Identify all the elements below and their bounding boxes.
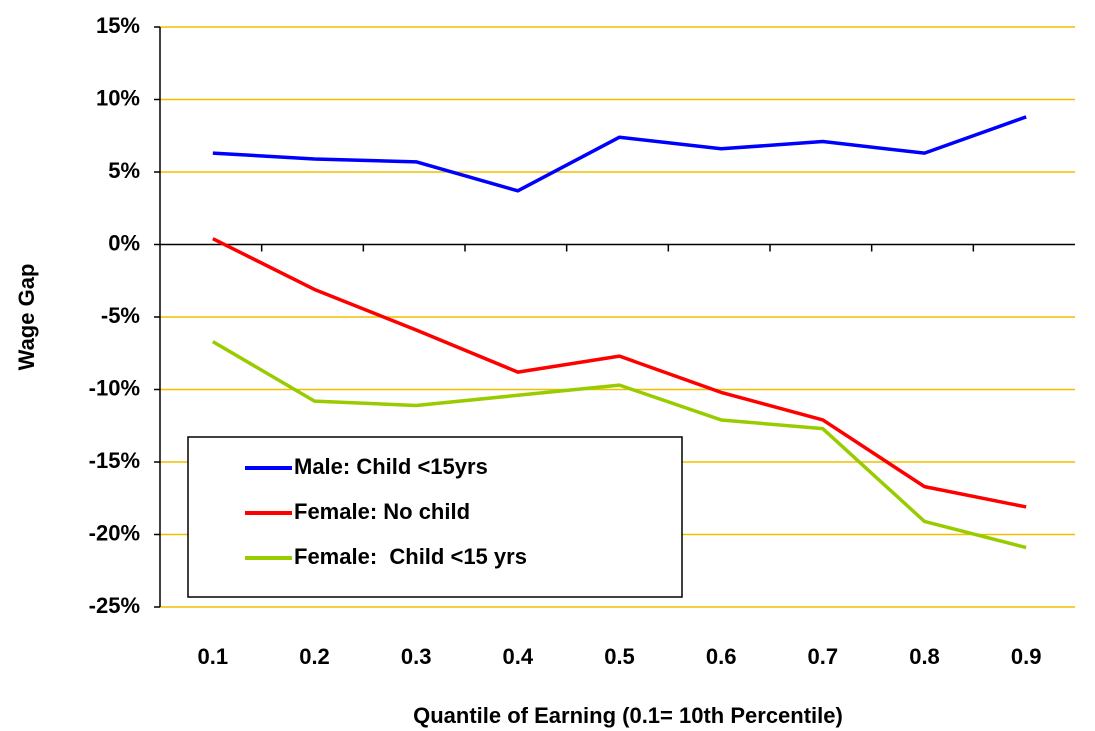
y-tick-label: 15% [96,13,140,38]
x-tick-label: 0.4 [503,644,534,669]
y-axis-title: Wage Gap [14,264,39,371]
y-tick-label: -15% [89,448,140,473]
line-series [211,340,1027,550]
x-tick-label: 0.8 [909,644,940,669]
legend-label: Male: Child <15yrs [294,454,488,479]
x-tick-label: 0.6 [706,644,737,669]
y-tick-label: -5% [101,303,140,328]
x-tick-label: 0.5 [604,644,635,669]
x-tick-label: 0.3 [401,644,432,669]
line-series [212,237,1027,509]
x-tick-label: 0.1 [198,644,229,669]
line-series [212,115,1027,193]
y-tick-label: 5% [108,158,140,183]
legend-label: Female: No child [294,499,470,524]
y-tick-label: -25% [89,593,140,618]
legend-box [187,436,683,598]
x-axis-title: Quantile of Earning (0.1= 10th Percentil… [413,703,843,728]
x-tick-label: 0.7 [808,644,839,669]
x-tick-label: 0.2 [299,644,330,669]
y-tick-label: 10% [96,85,140,110]
legend-label: Female: Child <15 yrs [294,544,527,569]
y-tick-label: -20% [89,520,140,545]
y-tick-label: -10% [89,375,140,400]
x-tick-label: 0.9 [1011,644,1042,669]
y-tick-label: 0% [108,230,140,255]
